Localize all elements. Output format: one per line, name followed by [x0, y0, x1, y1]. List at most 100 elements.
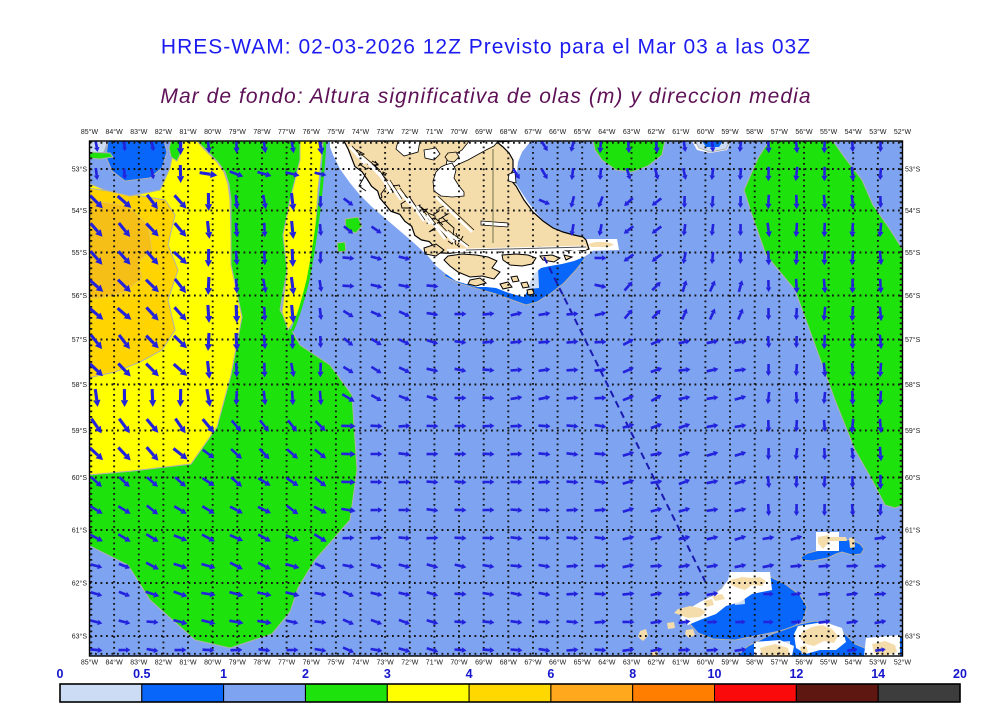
- svg-text:59°S: 59°S: [905, 427, 921, 435]
- svg-text:0: 0: [57, 667, 64, 681]
- svg-text:63°S: 63°S: [905, 633, 921, 641]
- svg-text:67°W: 67°W: [524, 128, 542, 136]
- svg-text:4: 4: [466, 667, 473, 681]
- svg-text:83°W: 83°W: [130, 128, 148, 136]
- svg-text:68°W: 68°W: [500, 128, 518, 136]
- svg-text:84°W: 84°W: [105, 128, 123, 136]
- svg-text:82°W: 82°W: [155, 128, 173, 136]
- svg-text:53°S: 53°S: [72, 166, 88, 174]
- svg-text:59°W: 59°W: [721, 659, 739, 667]
- svg-text:0.5: 0.5: [133, 667, 150, 681]
- svg-text:83°W: 83°W: [130, 659, 148, 667]
- svg-text:78°W: 78°W: [253, 128, 271, 136]
- svg-text:84°W: 84°W: [105, 659, 123, 667]
- svg-text:53°W: 53°W: [869, 659, 887, 667]
- svg-text:60°S: 60°S: [72, 474, 88, 482]
- svg-text:71°W: 71°W: [426, 659, 444, 667]
- svg-text:75°W: 75°W: [327, 659, 345, 667]
- svg-text:60°W: 60°W: [697, 659, 715, 667]
- svg-text:12: 12: [789, 667, 803, 681]
- svg-text:59°S: 59°S: [72, 427, 88, 435]
- svg-text:68°W: 68°W: [500, 659, 518, 667]
- svg-text:53°S: 53°S: [905, 166, 921, 174]
- svg-text:61°W: 61°W: [672, 128, 690, 136]
- svg-text:14: 14: [871, 667, 885, 681]
- svg-text:85°W: 85°W: [81, 659, 99, 667]
- svg-text:70°W: 70°W: [450, 128, 468, 136]
- svg-text:63°W: 63°W: [623, 659, 641, 667]
- svg-text:73°W: 73°W: [376, 659, 394, 667]
- svg-text:57°S: 57°S: [72, 336, 88, 344]
- svg-text:62°S: 62°S: [905, 580, 921, 588]
- svg-text:8: 8: [629, 667, 636, 681]
- svg-text:52°W: 52°W: [894, 659, 912, 667]
- svg-text:3: 3: [384, 667, 391, 681]
- svg-text:55°W: 55°W: [820, 128, 838, 136]
- svg-text:HRES-WAM: 02-03-2026 12Z Previ: HRES-WAM: 02-03-2026 12Z Previsto para e…: [161, 36, 811, 59]
- svg-text:63°S: 63°S: [72, 633, 88, 641]
- svg-text:69°W: 69°W: [475, 659, 493, 667]
- svg-text:74°W: 74°W: [352, 659, 370, 667]
- svg-text:79°W: 79°W: [229, 659, 247, 667]
- svg-text:66°W: 66°W: [549, 128, 567, 136]
- svg-text:59°W: 59°W: [721, 128, 739, 136]
- svg-text:6: 6: [547, 667, 554, 681]
- svg-text:57°S: 57°S: [905, 336, 921, 344]
- svg-text:55°S: 55°S: [72, 249, 88, 257]
- svg-text:66°W: 66°W: [549, 659, 567, 667]
- svg-text:54°S: 54°S: [905, 207, 921, 215]
- svg-text:85°W: 85°W: [81, 128, 99, 136]
- svg-text:63°W: 63°W: [623, 128, 641, 136]
- svg-text:77°W: 77°W: [278, 659, 296, 667]
- svg-text:80°W: 80°W: [204, 128, 222, 136]
- svg-text:64°W: 64°W: [598, 659, 616, 667]
- svg-text:78°W: 78°W: [253, 659, 271, 667]
- svg-text:53°W: 53°W: [869, 128, 887, 136]
- svg-text:80°W: 80°W: [204, 659, 222, 667]
- svg-text:Mar de fondo: Altura significa: Mar de fondo: Altura significativa de ol…: [160, 85, 811, 108]
- svg-text:72°W: 72°W: [401, 659, 419, 667]
- svg-text:76°W: 76°W: [303, 128, 321, 136]
- svg-text:1: 1: [220, 667, 227, 681]
- svg-text:82°W: 82°W: [155, 659, 173, 667]
- svg-text:58°S: 58°S: [72, 381, 88, 389]
- svg-text:71°W: 71°W: [426, 128, 444, 136]
- svg-text:20: 20: [953, 667, 967, 681]
- svg-text:64°W: 64°W: [598, 128, 616, 136]
- svg-text:61°S: 61°S: [905, 527, 921, 535]
- svg-text:55°S: 55°S: [905, 249, 921, 257]
- svg-text:65°W: 65°W: [574, 659, 592, 667]
- svg-text:58°S: 58°S: [905, 381, 921, 389]
- svg-text:10: 10: [708, 667, 722, 681]
- svg-text:72°W: 72°W: [401, 128, 419, 136]
- svg-text:81°W: 81°W: [179, 128, 197, 136]
- svg-text:2: 2: [302, 667, 309, 681]
- svg-text:61°S: 61°S: [72, 527, 88, 535]
- svg-text:79°W: 79°W: [229, 128, 247, 136]
- svg-text:62°S: 62°S: [72, 580, 88, 588]
- svg-text:56°S: 56°S: [72, 292, 88, 300]
- svg-text:60°S: 60°S: [905, 474, 921, 482]
- svg-text:73°W: 73°W: [376, 128, 394, 136]
- svg-text:57°W: 57°W: [771, 128, 789, 136]
- svg-text:57°W: 57°W: [771, 659, 789, 667]
- svg-text:54°S: 54°S: [72, 207, 88, 215]
- svg-text:74°W: 74°W: [352, 128, 370, 136]
- svg-text:56°W: 56°W: [795, 659, 813, 667]
- svg-text:52°W: 52°W: [894, 128, 912, 136]
- svg-text:58°W: 58°W: [746, 659, 764, 667]
- svg-text:56°W: 56°W: [795, 128, 813, 136]
- svg-text:70°W: 70°W: [450, 659, 468, 667]
- svg-text:77°W: 77°W: [278, 128, 296, 136]
- svg-text:55°W: 55°W: [820, 659, 838, 667]
- svg-text:69°W: 69°W: [475, 128, 493, 136]
- svg-text:60°W: 60°W: [697, 128, 715, 136]
- svg-text:54°W: 54°W: [845, 128, 863, 136]
- svg-text:62°W: 62°W: [647, 128, 665, 136]
- svg-text:61°W: 61°W: [672, 659, 690, 667]
- svg-text:62°W: 62°W: [647, 659, 665, 667]
- svg-text:65°W: 65°W: [574, 128, 592, 136]
- svg-text:56°S: 56°S: [905, 292, 921, 300]
- svg-text:54°W: 54°W: [845, 659, 863, 667]
- svg-text:76°W: 76°W: [303, 659, 321, 667]
